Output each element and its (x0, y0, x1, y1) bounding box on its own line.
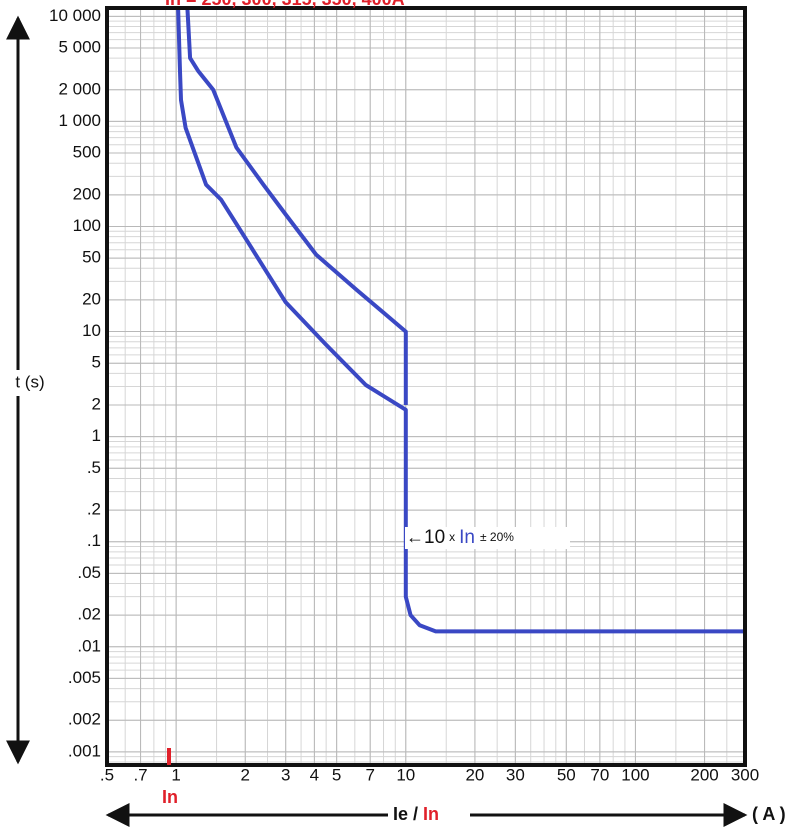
x-tick-label: 70 (590, 765, 609, 784)
y-tick-label: .005 (68, 668, 101, 687)
y-tick-label: 2 000 (58, 79, 101, 98)
y-tick-label: 200 (73, 184, 101, 203)
annotation-num: 10 (424, 527, 445, 548)
y-tick-label: 100 (73, 216, 101, 235)
x-tick-label: 100 (621, 765, 649, 784)
y-tick-label: 1 (92, 426, 101, 445)
y-tick-label: .1 (87, 531, 101, 550)
x-tick-label: 30 (506, 765, 525, 784)
x-unit: ( A ) (752, 804, 786, 824)
in-label: In (162, 787, 178, 807)
y-tick-label: 5 000 (58, 37, 101, 56)
x-tick-label: .7 (133, 765, 147, 784)
annotation-bg (405, 527, 570, 549)
chart-title: In = 250, 300, 315, 350, 400A (165, 0, 405, 9)
x-tick-label: 20 (465, 765, 484, 784)
y-tick-label: 10 000 (49, 6, 101, 25)
x-tick-label: 4 (310, 765, 319, 784)
trip-curve (185, 8, 408, 405)
x-label-bg (388, 803, 470, 827)
y-tick-label: 2 (92, 394, 101, 413)
x-tick-label: 7 (365, 765, 374, 784)
y-tick-label: .2 (87, 500, 101, 519)
x-tick-label: 5 (332, 765, 341, 784)
y-tick-label: 50 (82, 248, 101, 267)
x-tick-label: 10 (396, 765, 415, 784)
x-tick-label: 1 (171, 765, 180, 784)
x-tick-label: 200 (690, 765, 718, 784)
plot-frame (105, 6, 747, 767)
x-tick-label: 3 (281, 765, 290, 784)
y-tick-label: 1 000 (58, 111, 101, 130)
annotation-in: In (459, 527, 475, 548)
grid (106, 8, 746, 765)
x-axis-label: Ie / In (393, 804, 439, 824)
trip-curve (176, 8, 745, 634)
annotation: ←10 x In ± 20% (406, 527, 514, 548)
x-tick-label: .5 (100, 765, 114, 784)
y-tick-label: .05 (77, 563, 101, 582)
y-tick-label: .002 (68, 710, 101, 729)
annotation-tol: ± 20% (480, 530, 514, 544)
x-tick-label: 2 (241, 765, 250, 784)
y-tick-label: .5 (87, 458, 101, 477)
y-tick-label: .01 (77, 636, 101, 655)
y-tick-label: .02 (77, 605, 101, 624)
y-tick-label: .001 (68, 741, 101, 760)
x-tick-label: 50 (557, 765, 576, 784)
y-tick-label: 5 (92, 353, 101, 372)
annotation-arrow: ← (406, 527, 424, 547)
y-tick-label: 500 (73, 143, 101, 162)
y-label-bg (4, 370, 54, 396)
x-label-in: In (423, 804, 439, 824)
annotation-x: x (449, 530, 455, 544)
y-tick-label: 10 (82, 321, 101, 340)
curves (176, 8, 745, 634)
in-marker (167, 748, 171, 765)
x-tick-label: 300 (731, 765, 759, 784)
y-tick-label: 20 (82, 289, 101, 308)
x-label-main: Ie / (393, 804, 418, 824)
y-axis-label: t (s) (15, 372, 44, 391)
